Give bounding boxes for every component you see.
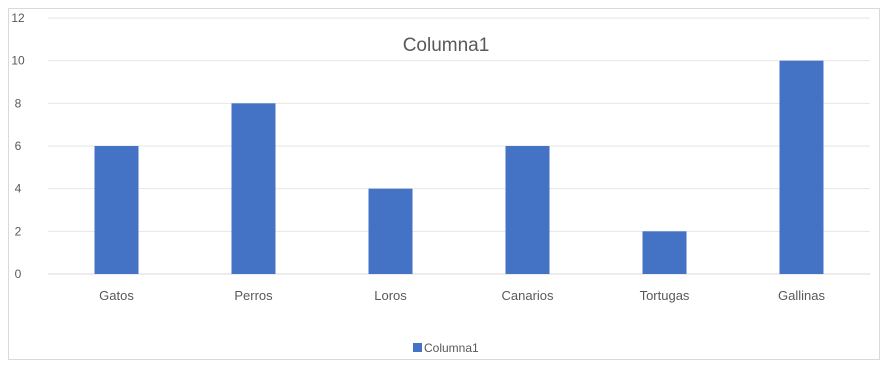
x-tick-label: Canarios <box>501 288 554 303</box>
y-axis-ticks: 0 2 4 6 8 10 12 <box>11 11 25 281</box>
bar-gatos[interactable] <box>94 146 139 274</box>
bar-gallinas[interactable] <box>779 60 824 274</box>
bar-loros[interactable] <box>368 188 413 274</box>
legend[interactable]: Columna1 <box>413 341 479 355</box>
bars <box>94 60 824 274</box>
chart-title: Columna1 <box>403 35 490 56</box>
gridlines <box>48 17 870 275</box>
bar-canarios[interactable] <box>505 146 550 274</box>
legend-swatch <box>413 343 422 352</box>
bar-perros[interactable] <box>231 103 276 274</box>
y-tick-label: 12 <box>11 11 25 25</box>
x-tick-label: Gallinas <box>778 288 825 303</box>
y-tick-label: 10 <box>11 54 25 68</box>
x-tick-label: Gatos <box>99 288 134 303</box>
legend-label: Columna1 <box>424 341 479 355</box>
chart-frame <box>8 8 880 360</box>
y-tick-label: 4 <box>15 182 22 196</box>
y-tick-label: 0 <box>15 267 22 281</box>
x-tick-label: Loros <box>374 288 407 303</box>
y-tick-label: 6 <box>15 139 22 153</box>
y-tick-label: 8 <box>15 96 22 110</box>
x-tick-label: Tortugas <box>640 288 690 303</box>
bar-tortugas[interactable] <box>642 231 687 274</box>
y-tick-label: 2 <box>15 224 22 238</box>
x-axis-ticks: Gatos Perros Loros Canarios Tortugas Gallinas <box>99 288 825 303</box>
x-tick-label: Perros <box>234 288 273 303</box>
